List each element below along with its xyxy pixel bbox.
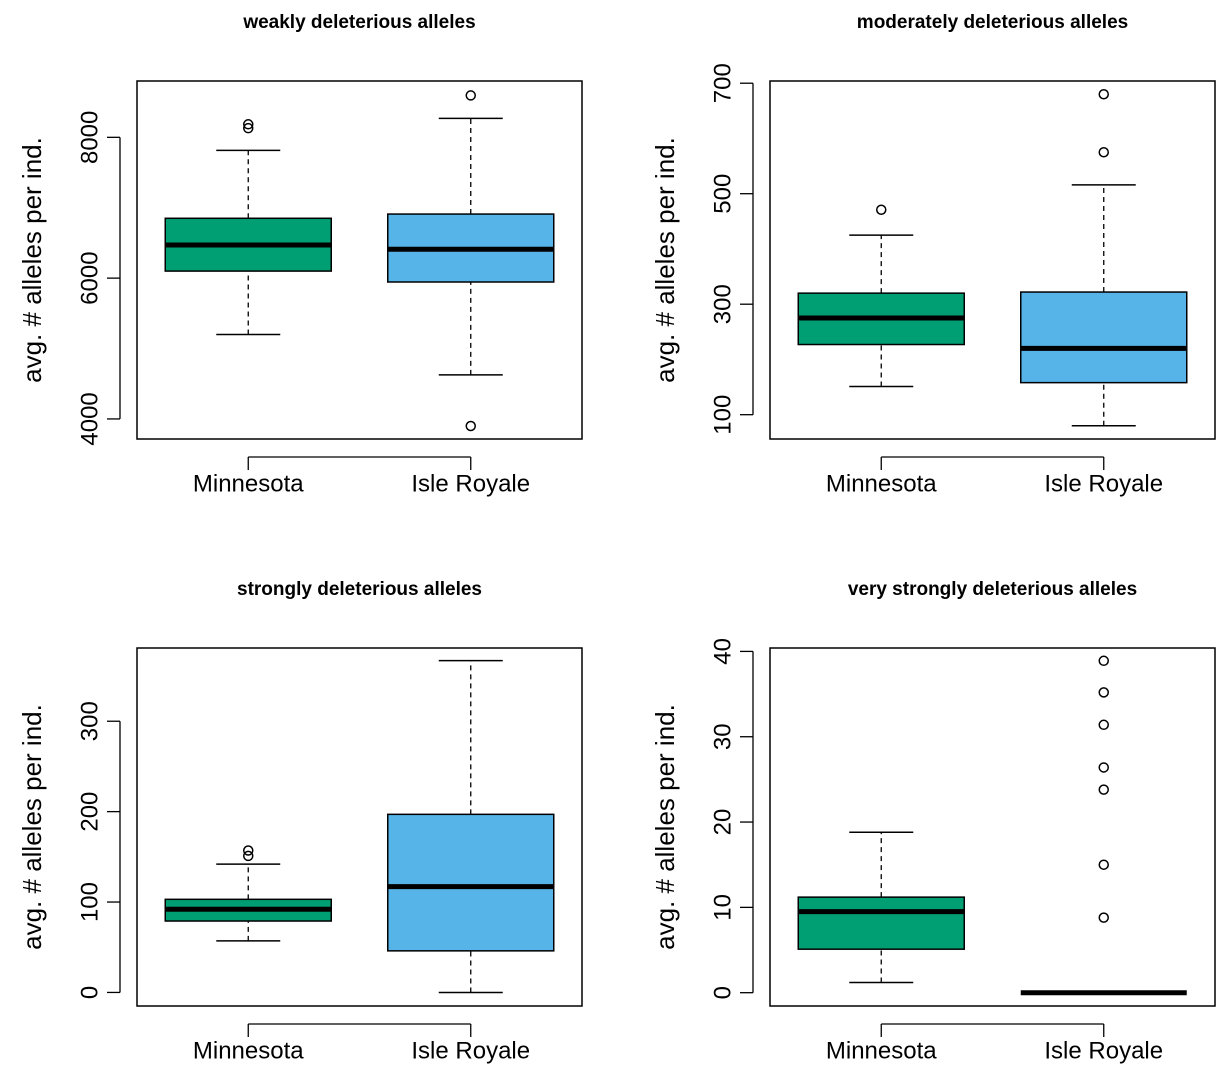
panel-title: strongly deleterious alleles — [237, 579, 482, 600]
panel-title: moderately deleterious alleles — [857, 12, 1128, 33]
x-tick-label: Isle Royale — [1044, 470, 1163, 497]
outlier — [243, 850, 254, 862]
panel-title: weakly deleterious alleles — [242, 12, 475, 33]
box — [1020, 291, 1188, 384]
outlier — [1098, 762, 1109, 773]
x-tick-label: Isle Royale — [1044, 1037, 1163, 1064]
panel: weakly deleterious alleles avg. # alleles… — [17, 12, 583, 497]
y-tick-label: 300 — [709, 284, 736, 324]
outlier — [1098, 89, 1109, 100]
x-tick-label: Minnesota — [193, 470, 304, 497]
y-tick-label: 8000 — [76, 111, 103, 164]
y-tick-label: 700 — [709, 63, 736, 103]
plot-frame — [136, 647, 583, 1007]
y-tick-label: 0 — [709, 986, 736, 999]
y-tick-label: 20 — [709, 809, 736, 836]
y-axis-label: avg. # alleles per ind. — [650, 704, 680, 950]
outlier — [243, 119, 254, 130]
outlier — [243, 845, 254, 856]
y-tick-label: 200 — [76, 792, 103, 832]
y-tick-label: 300 — [76, 701, 103, 741]
outlier — [876, 204, 887, 215]
panel-title: very strongly deleterious alleles — [848, 579, 1137, 600]
outlier — [1098, 655, 1109, 667]
outlier — [1098, 912, 1109, 923]
y-tick-label: 4000 — [76, 392, 103, 445]
outlier — [1098, 719, 1109, 731]
y-tick-label: 100 — [709, 395, 736, 435]
plot-frame — [136, 80, 583, 440]
outlier — [243, 122, 254, 134]
box — [387, 813, 555, 952]
outlier — [465, 90, 476, 101]
x-tick-label: Isle Royale — [411, 1037, 530, 1064]
panel: very strongly deleterious alleles avg. # … — [650, 579, 1216, 1064]
plot-frame — [769, 647, 1216, 1007]
outlier — [1098, 859, 1109, 870]
y-axis-label: avg. # alleles per ind. — [17, 137, 47, 383]
x-tick-label: Minnesota — [826, 470, 937, 497]
plot-frame — [769, 80, 1216, 440]
y-tick-label: 10 — [709, 894, 736, 921]
panel: moderately deleterious alleles avg. # all… — [650, 12, 1216, 497]
y-tick-label: 40 — [709, 638, 736, 665]
x-tick-label: Minnesota — [193, 1037, 304, 1064]
x-tick-label: Minnesota — [826, 1037, 937, 1064]
y-tick-label: 500 — [709, 174, 736, 214]
y-tick-label: 30 — [709, 723, 736, 750]
box — [797, 896, 965, 950]
y-tick-label: 6000 — [76, 251, 103, 304]
outlier — [1098, 147, 1109, 158]
panel: strongly deleterious alleles avg. # allel… — [17, 579, 583, 1064]
outlier — [1098, 784, 1109, 795]
y-axis-label: avg. # alleles per ind. — [17, 704, 47, 950]
y-tick-label: 0 — [76, 986, 103, 999]
y-axis-label: avg. # alleles per ind. — [650, 137, 680, 383]
outlier — [1098, 687, 1109, 698]
x-tick-label: Isle Royale — [411, 470, 530, 497]
y-tick-label: 100 — [76, 882, 103, 922]
outlier — [465, 420, 476, 432]
